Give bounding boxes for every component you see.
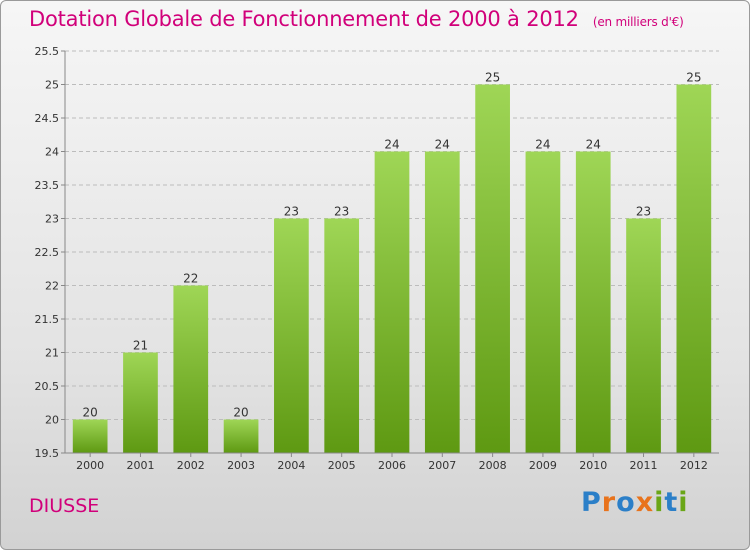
bar bbox=[324, 218, 360, 453]
x-tick-label: 2001 bbox=[126, 459, 154, 472]
bar bbox=[123, 352, 158, 453]
x-tick-label: 2000 bbox=[76, 459, 104, 472]
x-tick-label: 2009 bbox=[529, 459, 557, 472]
bars: 20 21 22 20 23 23 24 24 25 24 24 23 25 bbox=[72, 71, 712, 453]
logo-letter: o bbox=[616, 487, 636, 518]
bar bbox=[676, 84, 712, 453]
logo-letter: P bbox=[581, 487, 602, 518]
bar bbox=[475, 84, 510, 453]
y-tick-label: 24.5 bbox=[35, 112, 60, 125]
axes: 19.5 20 20.5 21 21.5 22 22.5 23 23.5 24 24.5 25 25.5… bbox=[35, 45, 719, 472]
x-tick-label: 2012 bbox=[680, 459, 708, 472]
y-tick-label: 22.5 bbox=[35, 246, 60, 259]
bar-value-label: 24 bbox=[384, 138, 399, 152]
bar-value-label: 20 bbox=[83, 406, 98, 420]
bar bbox=[173, 285, 209, 453]
chart-title: Dotation Globale de Fonctionnement de 20… bbox=[29, 7, 684, 31]
bar-value-label: 23 bbox=[334, 205, 349, 219]
y-tick-label: 20 bbox=[45, 414, 59, 427]
logo-letter: x bbox=[635, 487, 655, 518]
y-tick-label: 20.5 bbox=[35, 380, 60, 393]
bar bbox=[575, 151, 611, 453]
logo-letter: i bbox=[678, 487, 689, 518]
bar-value-label: 23 bbox=[284, 205, 299, 219]
bar-value-label: 24 bbox=[435, 138, 450, 152]
bar-value-label: 23 bbox=[636, 205, 651, 219]
y-tick-label: 19.5 bbox=[35, 447, 60, 460]
bar bbox=[223, 419, 259, 453]
x-tick-label: 2003 bbox=[227, 459, 255, 472]
logo-letter: i bbox=[654, 487, 665, 518]
logo-letter: r bbox=[601, 487, 617, 518]
bar-value-label: 24 bbox=[586, 138, 601, 152]
x-tick-label: 2006 bbox=[378, 459, 406, 472]
bar-value-label: 21 bbox=[133, 339, 148, 353]
bar bbox=[626, 218, 661, 453]
bar-value-label: 25 bbox=[485, 71, 500, 85]
bar-value-label: 22 bbox=[183, 272, 198, 286]
x-tick-label: 2011 bbox=[630, 459, 658, 472]
bar-value-label: 20 bbox=[233, 406, 248, 420]
bar-value-label: 25 bbox=[686, 71, 701, 85]
unit-label: (en milliers d'€) bbox=[592, 15, 684, 29]
proxiti-logo[interactable]: Proxiti bbox=[581, 487, 689, 518]
bar bbox=[274, 218, 309, 453]
y-tick-label: 23 bbox=[45, 213, 59, 226]
y-tick-label: 21.5 bbox=[35, 313, 60, 326]
x-tick-label: 2004 bbox=[277, 459, 305, 472]
y-tick-label: 23.5 bbox=[35, 179, 60, 192]
x-tick-label: 2002 bbox=[177, 459, 205, 472]
commune-name: DIUSSE bbox=[29, 495, 100, 517]
bar bbox=[374, 151, 410, 453]
y-tick-label: 22 bbox=[45, 280, 59, 293]
bar-value-label: 24 bbox=[535, 138, 550, 152]
bar bbox=[424, 151, 460, 453]
logo-letter: t bbox=[664, 487, 679, 518]
x-tick-label: 2007 bbox=[428, 459, 456, 472]
y-tick-label: 25 bbox=[45, 79, 59, 92]
bar bbox=[72, 419, 108, 453]
x-tick-label: 2008 bbox=[479, 459, 507, 472]
title-text: Dotation Globale de Fonctionnement de 20… bbox=[29, 7, 579, 31]
bar bbox=[525, 151, 561, 453]
y-tick-label: 21 bbox=[45, 347, 59, 360]
y-tick-label: 25.5 bbox=[35, 45, 60, 58]
x-tick-label: 2005 bbox=[328, 459, 356, 472]
y-tick-label: 24 bbox=[45, 146, 59, 159]
x-tick-label: 2010 bbox=[579, 459, 607, 472]
